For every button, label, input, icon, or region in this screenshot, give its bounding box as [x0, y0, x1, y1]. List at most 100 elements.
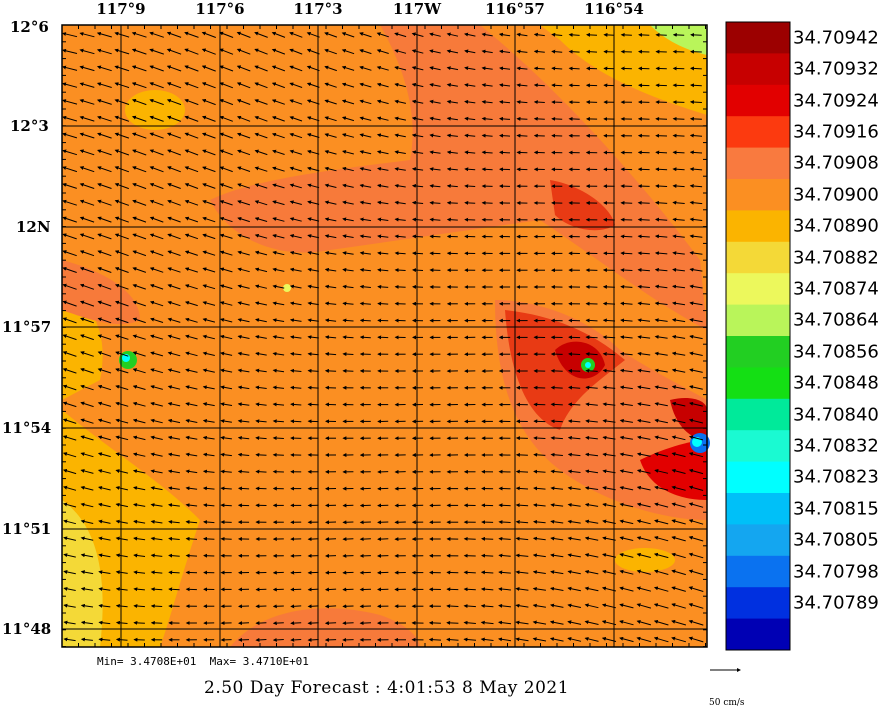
velocity-arrow [307, 621, 319, 626]
velocity-arrow [619, 485, 634, 491]
velocity-arrow [481, 32, 493, 37]
velocity-arrow [324, 234, 337, 239]
lon-label-3: 117W [392, 0, 442, 18]
velocity-arrow [133, 519, 146, 524]
velocity-arrow [115, 317, 129, 324]
velocity-arrow [411, 49, 424, 54]
velocity-arrow [480, 587, 494, 592]
velocity-arrow [237, 402, 250, 407]
velocity-arrow [637, 251, 650, 256]
velocity-arrow [567, 402, 581, 407]
velocity-arrow [602, 368, 616, 373]
velocity-arrow [671, 468, 686, 474]
velocity-arrow [585, 368, 598, 373]
velocity-arrow [167, 216, 181, 223]
velocity-arrow [567, 486, 581, 491]
velocity-arrow [620, 318, 633, 323]
velocity-arrow [63, 502, 77, 508]
velocity-arrow [237, 334, 250, 339]
velocity-arrow [637, 217, 650, 222]
velocity-arrow [532, 553, 546, 558]
velocity-arrow [185, 553, 198, 558]
salmon-band [210, 25, 707, 330]
velocity-arrow [412, 234, 424, 239]
velocity-arrow [586, 32, 598, 37]
velocity-arrow [167, 368, 181, 373]
velocity-arrow [184, 216, 199, 223]
velocity-arrow [271, 132, 285, 139]
velocity-arrow [359, 301, 371, 306]
velocity-arrow [184, 149, 199, 156]
velocity-arrow [567, 502, 581, 507]
velocity-arrow [377, 268, 389, 272]
velocity-arrow [515, 587, 529, 591]
velocity-arrow [307, 217, 320, 222]
min-stat: Min= 3.4708E+01 [97, 655, 197, 668]
velocity-arrow [568, 66, 580, 71]
velocity-arrow [671, 502, 686, 508]
velocity-arrow [637, 351, 651, 356]
velocity-arrow [80, 418, 94, 424]
velocity-arrow [150, 317, 164, 323]
velocity-arrow [499, 133, 511, 138]
velocity-arrow [376, 99, 389, 105]
velocity-arrow [567, 570, 581, 575]
velocity-arrow [376, 32, 389, 38]
velocity-arrow [80, 519, 94, 524]
velocity-arrow [446, 217, 458, 222]
velocity-arrow [602, 435, 616, 440]
velocity-arrow [62, 435, 77, 441]
velocity-arrow [97, 435, 111, 441]
velocity-arrow [636, 519, 651, 525]
velocity-arrow [446, 167, 458, 172]
velocity-arrow [584, 502, 599, 507]
colorbar-label-3: 34.70916 [793, 121, 879, 143]
velocity-arrow [167, 385, 181, 390]
velocity-arrow [97, 216, 112, 223]
velocity-arrow [237, 385, 250, 390]
velocity-arrow [62, 468, 77, 475]
velocity-arrow [149, 65, 164, 72]
velocity-arrow [341, 48, 355, 55]
velocity-arrow [202, 486, 215, 491]
velocity-arrow [271, 31, 286, 38]
velocity-arrow [202, 149, 216, 156]
velocity-arrow [394, 251, 406, 256]
velocity-arrow [131, 98, 147, 106]
velocity-arrow [97, 418, 111, 424]
velocity-arrow [411, 167, 424, 172]
velocity-arrow [689, 100, 702, 105]
velocity-arrow [689, 318, 703, 323]
velocity-arrow [114, 65, 130, 72]
velocity-arrow [132, 334, 146, 340]
velocity-arrow [359, 267, 371, 272]
velocity-arrow [219, 233, 233, 239]
velocity-arrow [411, 183, 424, 188]
velocity-arrow [499, 83, 511, 88]
velocity-arrow [584, 569, 599, 575]
velocity-arrow [166, 82, 182, 89]
velocity-arrow [411, 116, 424, 121]
colorbar-swatch-8 [726, 273, 790, 306]
velocity-arrow [671, 586, 686, 592]
velocity-arrow [689, 401, 703, 407]
velocity-arrow [237, 419, 250, 424]
colorbar-swatch-13 [726, 430, 790, 463]
velocity-arrow [254, 149, 268, 156]
velocity-arrow [149, 149, 164, 156]
velocity-arrow [202, 216, 216, 223]
velocity-arrow [464, 99, 476, 104]
velocity-arrow [167, 334, 181, 340]
velocity-arrow [602, 452, 616, 457]
velocity-arrow [237, 250, 250, 256]
velocity-arrow [202, 385, 215, 390]
velocity-arrow [80, 351, 94, 357]
colorbar-label-16: 34.70805 [793, 529, 879, 551]
velocity-arrow [585, 402, 598, 407]
velocity-arrow [620, 351, 633, 356]
velocity-arrow [324, 587, 337, 592]
velocity-arrow [654, 368, 668, 373]
velocity-arrow [132, 418, 146, 424]
velocity-arrow [150, 503, 163, 507]
colorbar-swatch-15 [726, 493, 790, 525]
